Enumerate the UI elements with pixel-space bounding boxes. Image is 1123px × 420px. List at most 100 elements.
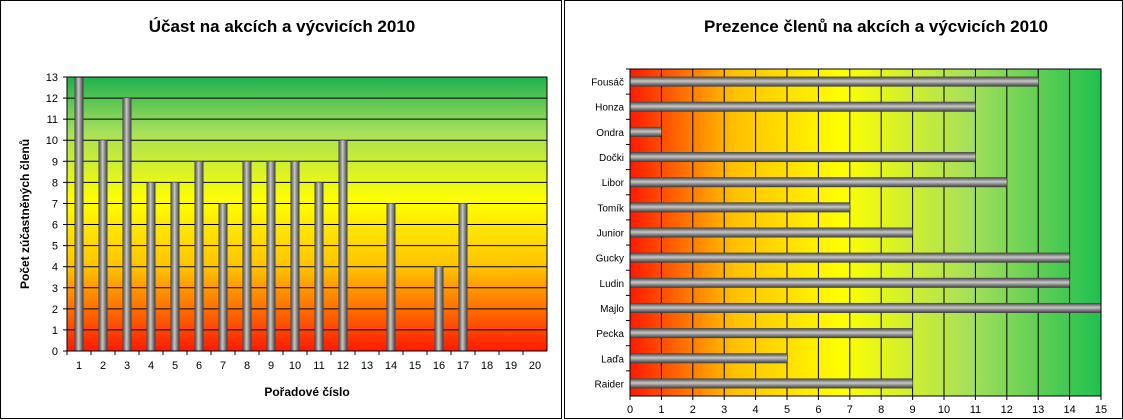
x-tick-label: 7 [847, 404, 853, 416]
x-tick-label: 3 [721, 404, 727, 416]
x-tick-label: 17 [457, 360, 469, 372]
bar [242, 161, 252, 351]
y-tick-label: Tomík [597, 203, 625, 214]
y-tick-label: 2 [52, 304, 58, 316]
bar [314, 182, 324, 351]
bar [170, 182, 180, 351]
bar [122, 98, 132, 351]
bar [630, 76, 1039, 87]
x-tick-label: 19 [505, 360, 517, 372]
bar [338, 140, 348, 351]
bar [630, 328, 913, 339]
x-tick-label: 13 [1032, 404, 1044, 416]
x-tick-label: 13 [361, 360, 373, 372]
x-tick-label: 1 [658, 404, 664, 416]
bar [630, 152, 976, 163]
x-tick-label: 10 [289, 360, 301, 372]
x-tick-label: 7 [220, 360, 226, 372]
left-chart-panel: Účast na akcích a výcvicích 2010 0 1 2 3 4 5 6 7… [0, 0, 562, 419]
bar [630, 227, 913, 238]
y-tick-label: 7 [52, 198, 58, 210]
bar [630, 177, 1007, 188]
y-tick-label: Junior [597, 229, 625, 240]
x-tick-label: 5 [784, 404, 790, 416]
bar [386, 203, 396, 351]
y-tick-label: Ondra [596, 128, 624, 139]
x-tick-label: 2 [100, 360, 106, 372]
y-tick-label: 12 [46, 93, 58, 105]
x-tick-label: 0 [627, 404, 633, 416]
right-chart-panel: Prezence členů na akcích a výcvicích 201… [564, 0, 1123, 419]
bar [290, 161, 300, 351]
y-tick-label: 0 [52, 346, 58, 358]
bar [194, 161, 204, 351]
y-tick-label: Majlo [600, 304, 624, 315]
y-tick-label: Pecka [596, 329, 624, 340]
y-tick-label: 6 [52, 220, 58, 232]
y-tick-label: Gucky [596, 254, 624, 265]
x-tick-label: 8 [244, 360, 250, 372]
y-tick-label: Honza [595, 103, 624, 114]
y-tick-label: 8 [52, 177, 58, 189]
x-tick-label: 12 [1001, 404, 1013, 416]
plot-border [629, 68, 1102, 397]
bar [218, 203, 228, 351]
bar [434, 266, 444, 351]
chart-title: Prezence členů na akcích a výcvicích 201… [704, 17, 1048, 36]
y-tick-label: 9 [52, 156, 58, 168]
x-tick-label: 14 [1063, 404, 1075, 416]
bar [630, 302, 1101, 313]
x-tick-label: 8 [878, 404, 884, 416]
y-tick-label: Dočki [599, 153, 624, 164]
x-tick-label: 20 [529, 360, 541, 372]
x-tick-label: 14 [385, 360, 397, 372]
x-axis-label: Pořadové číslo [264, 385, 349, 399]
bar [630, 277, 1070, 288]
bar [630, 252, 1070, 263]
presence-chart: Prezence členů na akcích a výcvicích 201… [591, 17, 1107, 416]
attendance-chart: Účast na akcích a výcvicích 201001234567… [18, 17, 548, 399]
x-tick-label: 15 [1095, 404, 1107, 416]
y-tick-label: 3 [52, 283, 58, 295]
x-tick-label: 11 [970, 404, 981, 416]
bar [630, 378, 913, 389]
x-tick-label: 2 [690, 404, 696, 416]
x-tick-label: 4 [753, 404, 759, 416]
x-tick-label: 6 [815, 404, 821, 416]
plot-area [67, 77, 547, 351]
x-tick-label: 1 [76, 360, 82, 372]
y-tick-label: Raider [595, 379, 625, 390]
y-tick-label: 13 [46, 72, 58, 84]
bar [266, 161, 276, 351]
y-tick-label: 10 [46, 135, 58, 147]
bar [630, 101, 976, 112]
bar [630, 126, 662, 137]
x-tick-label: 10 [938, 404, 950, 416]
x-tick-label: 4 [148, 360, 154, 372]
x-tick-label: 9 [268, 360, 274, 372]
x-tick-label: 12 [337, 360, 349, 372]
x-tick-label: 18 [481, 360, 493, 372]
y-tick-label: 1 [52, 325, 58, 337]
bar [458, 203, 468, 351]
y-tick-label: Laďa [601, 354, 624, 365]
x-tick-label: 3 [124, 360, 130, 372]
y-axis-label: Počet zúčastněných členů [18, 139, 32, 289]
bar [98, 140, 108, 351]
chart-title: Účast na akcích a výcvicích 2010 [149, 17, 416, 36]
x-tick-label: 15 [409, 360, 421, 372]
y-tick-label: Ludin [600, 279, 624, 290]
x-tick-label: 6 [196, 360, 202, 372]
y-tick-label: Fousáč [591, 78, 624, 89]
bar [146, 182, 156, 351]
bar [630, 353, 787, 364]
bar [630, 202, 850, 213]
x-tick-label: 5 [172, 360, 178, 372]
y-tick-label: Libor [602, 178, 625, 189]
y-tick-label: 4 [52, 262, 58, 274]
y-tick-label: 11 [47, 114, 58, 126]
bar [74, 77, 84, 351]
y-tick-label: 5 [52, 241, 58, 253]
x-tick-label: 9 [910, 404, 916, 416]
x-tick-label: 11 [313, 360, 324, 372]
